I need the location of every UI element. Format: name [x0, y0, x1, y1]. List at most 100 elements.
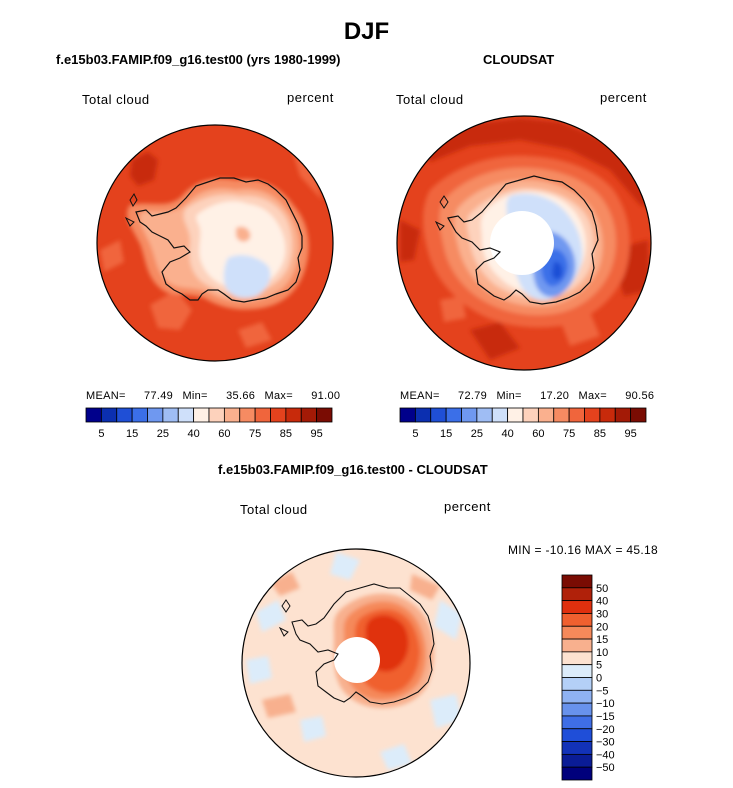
- panel3-title: f.e15b03.FAMIP.f09_g16.test00 - CLOUDSAT: [218, 462, 488, 477]
- panel2-colorbar-box: [537, 407, 555, 423]
- panel3-colorbar-box: [561, 741, 593, 755]
- panel2-colorbar-tick-label: 40: [502, 428, 514, 440]
- figure-title: DJF: [343, 18, 390, 45]
- panel1-colorbar-box: [116, 407, 133, 423]
- panel3-colorbar-tick-label: 40: [596, 596, 608, 608]
- panel2-colorbar-box: [445, 407, 462, 423]
- panel3-colorbar-box: [561, 715, 593, 730]
- panel2-colorbar-tick-label: 15: [440, 428, 452, 440]
- panel3-colorbar-box: [561, 613, 593, 627]
- panel3-colorbar-box: [561, 600, 593, 614]
- panel3-colorbar-box: [561, 689, 593, 704]
- panel2-title: CLOUDSAT: [483, 52, 555, 67]
- panel3-colorbar-tick-label: 15: [596, 634, 608, 646]
- panel3-colorbar-tick-label: −50: [596, 762, 615, 774]
- panel1-colorbar-box: [208, 407, 225, 423]
- panel2-min: 17.20: [540, 390, 570, 402]
- map2-missing-data-hole: [490, 211, 554, 275]
- panel3-colorbar-box: [561, 702, 593, 717]
- panel3-colorbar-box: [561, 664, 593, 678]
- panel3-colorbar-tick-label: 0: [596, 673, 602, 685]
- panel1-colorbar-tick-label: 25: [157, 428, 169, 440]
- panel1-units-label: percent: [287, 90, 334, 105]
- map3-border: [241, 548, 471, 778]
- panel2-colorbar-tick-label: 25: [471, 428, 483, 440]
- panel1-colorbar-tick-label: 95: [311, 428, 323, 440]
- panel2-colorbar-box: [584, 407, 601, 423]
- map3: [241, 548, 471, 778]
- panel1-max: 91.00: [311, 390, 341, 402]
- map3-coastline: [291, 583, 435, 705]
- panel1-colorbar-box: [270, 407, 287, 423]
- panel3-colorbar-tick-label: −15: [596, 711, 615, 723]
- panel2-mean: 72.79: [458, 390, 488, 402]
- panel3-colorbar-tick-label: 5: [596, 660, 602, 672]
- panel1-colorbar-box: [316, 407, 333, 423]
- panel1-colorbar-tick-label: 60: [218, 428, 230, 440]
- panel2-variable-label: Total cloud: [396, 92, 464, 107]
- panel2-colorbar-tick-label: 95: [625, 428, 637, 440]
- panel2-colorbar-box: [599, 407, 616, 423]
- panel3-colorbar-box: [561, 574, 593, 589]
- map3-missing-data-hole: [334, 637, 380, 683]
- panel1-colorbar-box: [285, 407, 302, 423]
- panel3-colorbar-box: [561, 677, 593, 691]
- panel3-colorbar-tick-label: 10: [596, 647, 608, 659]
- panel1-colorbar-tick-label: 75: [249, 428, 261, 440]
- panel2-max: 90.56: [625, 390, 655, 402]
- panel2-stats: MEAN= 72.79 Min= 17.20 Max= 90.56: [400, 390, 654, 402]
- panel1-title: f.e15b03.FAMIP.f09_g16.test00 (yrs 1980-…: [56, 52, 341, 67]
- panel3-units-label: percent: [444, 499, 491, 514]
- panel1-colorbar-box: [147, 407, 164, 423]
- panel3-colorbar-box: [561, 728, 593, 742]
- panel3-colorbar-tick-label: 50: [596, 583, 608, 595]
- panel1-colorbar-tick-label: 85: [280, 428, 292, 440]
- panel1-colorbar-box: [131, 407, 148, 423]
- panel1-colorbar: 5 15 25 40 60 75 85 95: [85, 407, 333, 440]
- panel2-colorbar-box: [507, 407, 524, 423]
- panel1-min: 35.66: [226, 390, 256, 402]
- panel2-colorbar-box: [491, 407, 509, 423]
- panel3-colorbar-tick-label: −10: [596, 698, 615, 710]
- panel2-mean-label: MEAN=: [400, 390, 440, 402]
- panel3-colorbar-box: [561, 638, 593, 653]
- map1-contours: [100, 150, 322, 348]
- panel2-colorbar-tick-label: 75: [563, 428, 575, 440]
- panel1-colorbar-box: [177, 407, 195, 423]
- panel3-colorbar-box: [561, 625, 593, 640]
- panel1-colorbar-box: [254, 407, 271, 423]
- panel1-stats: MEAN= 77.49 Min= 35.66 Max= 91.00: [86, 390, 340, 402]
- panel3-colorbar-box: [561, 587, 593, 602]
- panel2-colorbar-box: [430, 407, 447, 423]
- panel1-variable-label: Total cloud: [82, 92, 150, 107]
- panel1-colorbar-box: [100, 407, 118, 423]
- panel1-max-label: Max=: [264, 390, 293, 402]
- panel3-variable-label: Total cloud: [240, 502, 308, 517]
- panel1-colorbar-box: [193, 407, 210, 423]
- panel3-colorbar-tick-label: −30: [596, 737, 615, 749]
- map2-border: [396, 115, 652, 371]
- panel1-colorbar-tick-label: 15: [126, 428, 138, 440]
- map1: [96, 124, 334, 362]
- panel3-colorbar-box: [561, 766, 593, 781]
- panel2-min-label: Min=: [496, 390, 522, 402]
- panel2-colorbar-box: [476, 407, 493, 423]
- panel2-colorbar-tick-label: 85: [594, 428, 606, 440]
- panel2-colorbar-box: [614, 407, 632, 423]
- panel3-colorbar-tick-label: −40: [596, 749, 615, 761]
- panel1-mean: 77.49: [144, 390, 174, 402]
- map1-coastline: [135, 177, 303, 303]
- panel1-colorbar-box: [223, 407, 241, 423]
- panel1-mean-label: MEAN=: [86, 390, 126, 402]
- panel3-colorbar-box: [561, 753, 593, 768]
- panel3-colorbar-box: [561, 651, 593, 666]
- map1-islands: [124, 193, 138, 227]
- panel2-colorbar-box: [568, 407, 585, 423]
- panel2-colorbar-box: [522, 407, 539, 423]
- panel2-colorbar-tick-label: 60: [532, 428, 544, 440]
- panel2-colorbar-box: [461, 407, 478, 423]
- map2: [396, 115, 652, 371]
- map1-border: [96, 124, 334, 362]
